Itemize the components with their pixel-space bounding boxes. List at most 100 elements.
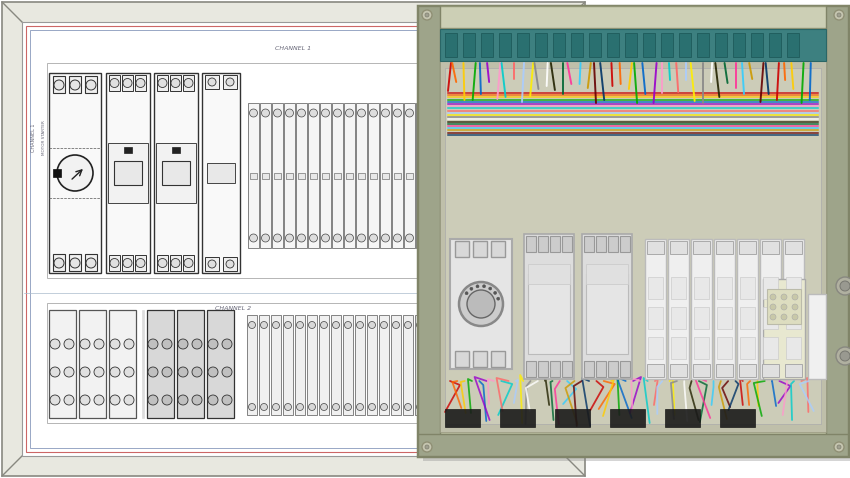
Circle shape [474,114,482,122]
Circle shape [286,109,293,117]
Bar [716,364,733,377]
Bar [763,277,778,299]
Bar [428,103,439,248]
Text: MOTOR STARTER: MOTOR STARTER [42,120,46,155]
Bar [344,103,355,248]
Circle shape [345,234,354,242]
Bar [716,241,733,254]
Bar [439,315,449,415]
Bar [416,103,427,248]
Circle shape [57,155,93,191]
Bar [625,33,637,57]
Bar [170,255,181,271]
Bar [183,75,194,91]
Bar [555,409,590,427]
Bar [423,11,850,461]
Circle shape [285,403,292,411]
Bar [49,73,101,273]
Circle shape [369,403,376,411]
Circle shape [250,234,258,242]
Bar [380,103,391,248]
Circle shape [286,234,293,242]
Circle shape [489,287,491,290]
Circle shape [50,367,60,377]
Bar [418,6,440,456]
Bar [469,78,487,268]
Bar [157,75,168,91]
Bar [260,103,271,248]
Bar [737,239,758,379]
Bar [319,315,329,415]
Bar [53,76,65,93]
Bar [79,310,106,418]
Bar [491,241,505,257]
Circle shape [501,403,507,411]
Circle shape [483,285,485,288]
Bar [85,254,97,271]
Circle shape [333,234,342,242]
Circle shape [136,78,145,87]
Bar [69,76,81,93]
Circle shape [425,445,429,449]
Circle shape [54,258,64,268]
Bar [620,236,630,252]
Circle shape [477,322,484,328]
Circle shape [534,254,542,262]
Bar [109,75,120,91]
Bar [370,173,377,179]
Circle shape [452,322,460,328]
Circle shape [416,322,423,328]
Bar [157,255,168,271]
Bar [85,76,97,93]
Circle shape [297,403,303,411]
Circle shape [124,367,134,377]
Circle shape [262,234,269,242]
Bar [284,103,295,248]
Circle shape [148,339,158,349]
Circle shape [425,13,429,17]
Circle shape [123,78,132,87]
Bar [783,239,804,379]
Bar [584,236,594,252]
Circle shape [405,403,411,411]
Circle shape [840,351,850,361]
Bar [286,173,293,179]
Circle shape [358,234,366,242]
Circle shape [770,314,776,320]
Circle shape [64,395,74,405]
Bar [473,351,487,367]
Circle shape [208,395,218,405]
Bar [694,277,709,299]
Bar [582,234,632,379]
Bar [487,315,497,415]
Bar [586,274,628,354]
Bar [248,103,259,248]
Circle shape [836,347,850,365]
Circle shape [534,239,542,247]
Circle shape [514,99,522,107]
Circle shape [514,169,522,177]
Circle shape [110,78,119,87]
Circle shape [208,78,216,86]
Bar [247,315,257,415]
Circle shape [440,403,447,411]
Circle shape [454,109,462,117]
Bar [450,239,512,369]
Circle shape [70,80,80,90]
Circle shape [332,403,339,411]
Bar [122,255,133,271]
Circle shape [382,234,389,242]
Circle shape [514,184,522,192]
Circle shape [333,109,342,117]
Bar [440,29,826,432]
Circle shape [474,239,482,247]
Bar [647,241,664,254]
Bar [53,254,65,271]
Bar [763,337,778,359]
Circle shape [136,259,145,268]
Circle shape [393,403,400,411]
Bar [693,364,710,377]
Bar [322,173,329,179]
Bar [455,241,469,257]
Circle shape [494,134,502,142]
